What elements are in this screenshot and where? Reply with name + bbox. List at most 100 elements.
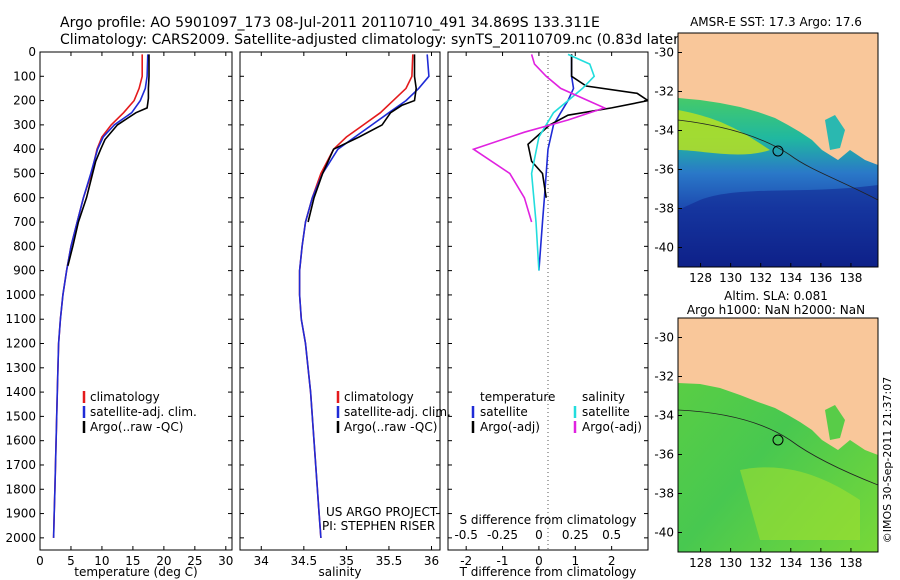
salinity-x-label: salinity bbox=[318, 565, 361, 579]
depth-tick-label: 800 bbox=[13, 239, 36, 253]
s-difference-label: S difference from climatology bbox=[460, 513, 637, 527]
series-line-argo-raw-qc- bbox=[67, 54, 150, 266]
s-tick-label: 0.25 bbox=[562, 528, 589, 542]
x-tick-label: -2 bbox=[460, 554, 472, 568]
sla-lat-axis: -30 -32 -34 -36 -38 -40 bbox=[654, 331, 682, 540]
depth-tick-label: 1000 bbox=[5, 288, 36, 302]
legend-label-argo: Argo(..raw -QC) bbox=[90, 420, 183, 434]
x-tick-label: 25 bbox=[187, 554, 202, 568]
depth-tick-label: 1500 bbox=[5, 409, 36, 423]
sla-lon-axis: 128 130 132 134 136 138 bbox=[689, 548, 862, 570]
lat-tick-label: -38 bbox=[654, 202, 674, 216]
legend-title-temperature: temperature bbox=[480, 390, 555, 404]
series-line-satellite bbox=[538, 54, 575, 271]
legend-label-t-argo: Argo(-adj) bbox=[480, 420, 540, 434]
lat-tick-label: -32 bbox=[654, 85, 674, 99]
sst-gulf-inlet bbox=[825, 115, 845, 150]
sla-map-subtitle: Argo h1000: NaN h2000: NaN bbox=[687, 303, 865, 317]
series-line-argo-raw-qc- bbox=[307, 54, 418, 223]
x-tick-label: 0 bbox=[535, 554, 543, 568]
legend-label-t-satellite: satellite bbox=[480, 405, 528, 419]
salinity-legend: climatology satellite-adj. clim. Argo(..… bbox=[336, 390, 451, 434]
temperature-series bbox=[52, 54, 150, 538]
legend-label-argo: Argo(..raw -QC) bbox=[344, 420, 437, 434]
depth-tick-label: 500 bbox=[13, 166, 36, 180]
x-tick-label: 35.5 bbox=[376, 554, 403, 568]
s-difference-axis: -0.5 -0.25 0 0.25 0.5 bbox=[454, 528, 621, 542]
legend-label-s-argo: Argo(-adj) bbox=[582, 420, 642, 434]
sst-lat-axis: -30 -32 -34 -36 -38 -40 bbox=[654, 46, 682, 255]
lat-tick-label: -36 bbox=[654, 163, 674, 177]
depth-tick-label: 700 bbox=[13, 215, 36, 229]
sst-map-image bbox=[678, 33, 878, 267]
header-line-2: Climatology: CARS2009. Satellite-adjuste… bbox=[60, 32, 684, 48]
legend-label-satellite: satellite-adj. clim. bbox=[90, 405, 197, 419]
x-tick-label: 2 bbox=[608, 554, 616, 568]
project-credit: US ARGO PROJECT bbox=[326, 505, 438, 519]
depth-tick-label: 1800 bbox=[5, 482, 36, 496]
legend-label-climatology: climatology bbox=[344, 390, 414, 404]
x-tick-label: 15 bbox=[125, 554, 140, 568]
sla-map-panel: Altim. SLA: 0.081 Argo h1000: NaN h2000:… bbox=[654, 289, 879, 570]
sst-warm-shelf bbox=[678, 110, 770, 155]
t-difference-axis: -2 -1 0 1 2 bbox=[460, 52, 615, 568]
sla-map-image bbox=[678, 318, 878, 552]
difference-series bbox=[471, 53, 648, 271]
x-tick-label: 0 bbox=[36, 554, 44, 568]
x-tick-label: -1 bbox=[497, 554, 509, 568]
legend-title-salinity: salinity bbox=[582, 390, 625, 404]
sst-map-title: AMSR-E SST: 17.3 Argo: 17.6 bbox=[690, 15, 862, 29]
pi-credit: PI: STEPHEN RISER bbox=[322, 519, 435, 533]
sst-lon-axis: 128 130 132 134 136 138 bbox=[689, 263, 862, 285]
lat-tick-label: -30 bbox=[654, 46, 674, 60]
depth-tick-label: 1600 bbox=[5, 434, 36, 448]
salinity-panel: 34 34.5 35 35.5 36 salinity climatology sate… bbox=[239, 51, 451, 579]
depth-axis: 0 100 200 300 400 500 600 700 800 900 1000 1100 1200… bbox=[5, 45, 232, 545]
depth-tick-label: 1900 bbox=[5, 507, 36, 521]
depth-tick-label: 1100 bbox=[5, 312, 36, 326]
lat-tick-label: -34 bbox=[654, 409, 674, 423]
temperature-panel: 0100200300400500600700800900100011001200… bbox=[5, 45, 233, 579]
lon-tick-label: 134 bbox=[779, 556, 802, 570]
salinity-axes-frame bbox=[239, 51, 441, 551]
s-tick-label: -0.25 bbox=[487, 528, 518, 542]
t-difference-label: T difference from climatology bbox=[459, 565, 637, 579]
x-tick-label: 20 bbox=[156, 554, 171, 568]
lon-tick-label: 134 bbox=[779, 271, 802, 285]
temperature-axes-frame bbox=[39, 51, 233, 551]
x-tick-label: 34.5 bbox=[290, 554, 317, 568]
x-tick-label: 35 bbox=[339, 554, 354, 568]
lon-tick-label: 132 bbox=[749, 271, 772, 285]
depth-tick-label: 0 bbox=[28, 45, 36, 59]
x-tick-label: 1 bbox=[571, 554, 579, 568]
lon-tick-label: 130 bbox=[719, 556, 742, 570]
depth-tick-label: 300 bbox=[13, 118, 36, 132]
sla-shelf-contour bbox=[678, 409, 878, 486]
sla-float-marker bbox=[772, 434, 784, 446]
temperature-axis: 0 5 10 15 20 25 30 bbox=[36, 52, 233, 568]
depth-tick-label: 900 bbox=[13, 264, 36, 278]
depth-tick-label: 200 bbox=[13, 94, 36, 108]
lon-tick-label: 128 bbox=[689, 556, 712, 570]
lat-tick-label: -32 bbox=[654, 370, 674, 384]
x-tick-label: 36 bbox=[424, 554, 439, 568]
x-tick-label: 30 bbox=[218, 554, 233, 568]
s-tick-label: -0.5 bbox=[454, 528, 477, 542]
lon-tick-label: 132 bbox=[749, 556, 772, 570]
s-tick-label: 0.5 bbox=[602, 528, 621, 542]
depth-tick-label: 1700 bbox=[5, 458, 36, 472]
lon-tick-label: 138 bbox=[839, 271, 862, 285]
temperature-x-label: temperature (deg C) bbox=[74, 565, 197, 579]
x-tick-label: 5 bbox=[67, 554, 75, 568]
lat-tick-label: -36 bbox=[654, 448, 674, 462]
sst-float-marker bbox=[772, 145, 784, 157]
depth-tick-label: 1400 bbox=[5, 385, 36, 399]
series-line-satellite-adj-clim- bbox=[298, 54, 430, 538]
lat-tick-label: -38 bbox=[654, 487, 674, 501]
lon-tick-label: 136 bbox=[809, 556, 832, 570]
lon-tick-label: 128 bbox=[689, 271, 712, 285]
sla-map-frame bbox=[677, 317, 879, 553]
salinity-series bbox=[298, 54, 430, 538]
legend-label-climatology: climatology bbox=[90, 390, 160, 404]
